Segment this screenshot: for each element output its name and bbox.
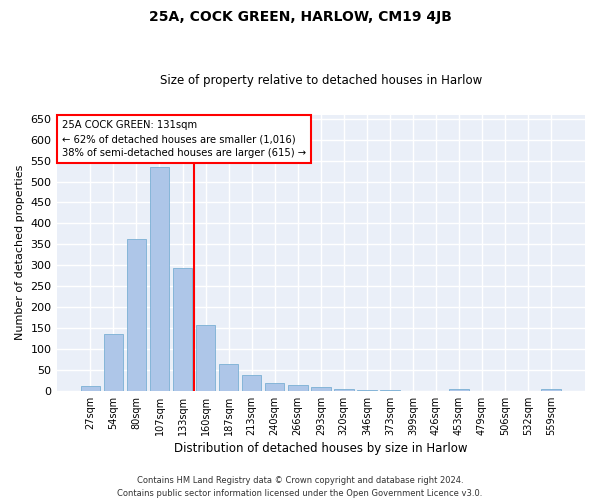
Title: Size of property relative to detached houses in Harlow: Size of property relative to detached ho…	[160, 74, 482, 87]
Bar	[219, 364, 238, 391]
Bar	[127, 240, 146, 391]
Bar	[242, 375, 262, 391]
Bar	[149, 167, 169, 391]
Bar	[265, 384, 284, 391]
Bar	[173, 268, 193, 391]
Bar	[311, 386, 331, 391]
Bar	[334, 388, 353, 391]
Bar	[196, 324, 215, 391]
Bar	[541, 388, 561, 391]
Text: 25A COCK GREEN: 131sqm
← 62% of detached houses are smaller (1,016)
38% of semi-: 25A COCK GREEN: 131sqm ← 62% of detached…	[62, 120, 306, 158]
Bar	[104, 334, 123, 391]
Text: 25A, COCK GREEN, HARLOW, CM19 4JB: 25A, COCK GREEN, HARLOW, CM19 4JB	[149, 10, 451, 24]
X-axis label: Distribution of detached houses by size in Harlow: Distribution of detached houses by size …	[174, 442, 467, 455]
Y-axis label: Number of detached properties: Number of detached properties	[15, 165, 25, 340]
Bar	[380, 390, 400, 391]
Bar	[288, 384, 308, 391]
Bar	[80, 386, 100, 391]
Bar	[449, 388, 469, 391]
Text: Contains HM Land Registry data © Crown copyright and database right 2024.
Contai: Contains HM Land Registry data © Crown c…	[118, 476, 482, 498]
Bar	[357, 390, 377, 391]
